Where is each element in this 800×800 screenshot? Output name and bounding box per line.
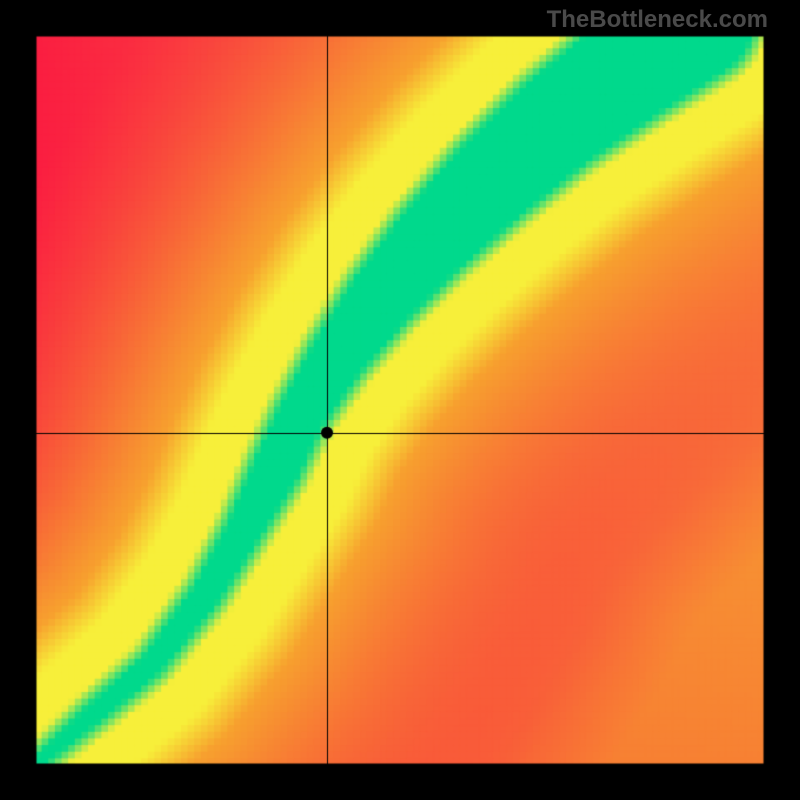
chart-stage: TheBottleneck.com <box>0 0 800 800</box>
bottleneck-heatmap <box>35 35 765 765</box>
watermark-text: TheBottleneck.com <box>547 6 768 34</box>
